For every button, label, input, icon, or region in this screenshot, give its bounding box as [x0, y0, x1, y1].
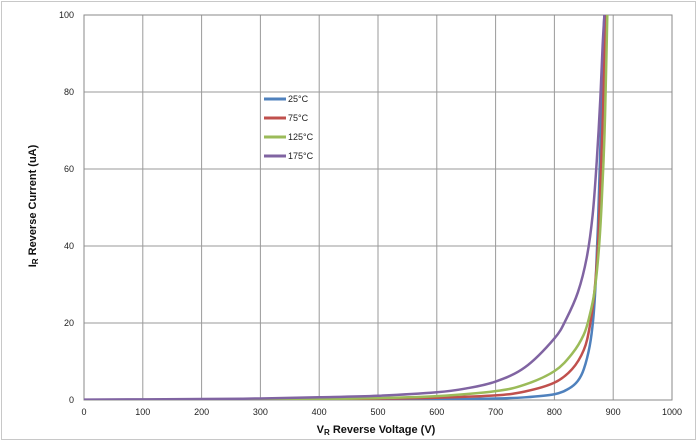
legend-label: 125°C — [288, 132, 314, 142]
x-tick-label: 100 — [135, 407, 150, 417]
legend: 25°C 75°C 125°C 175°C — [264, 94, 314, 161]
x-tick-labels: 0 100 200 300 400 500 600 700 800 900 1000 — [81, 407, 682, 417]
y-tick-label: 40 — [64, 241, 74, 251]
x-tick-label: 300 — [253, 407, 268, 417]
y-axis-title-subscript: R — [31, 258, 40, 264]
x-axis-title-rest: Reverse Voltage (V) — [330, 424, 436, 436]
y-axis-title-prefix: I — [27, 264, 39, 267]
x-tick-label: 500 — [370, 407, 385, 417]
series-line-175c — [84, 15, 606, 400]
series-line-25c — [84, 15, 606, 400]
gridlines — [83, 14, 673, 401]
x-tick-label: 600 — [429, 407, 444, 417]
legend-label: 25°C — [288, 94, 309, 104]
series-line-75c — [84, 15, 607, 400]
y-axis-title: IR Reverse Current (uA) — [27, 144, 40, 267]
series-line-125c — [84, 15, 609, 400]
y-tick-label: 100 — [59, 10, 74, 20]
x-tick-label: 1000 — [662, 407, 682, 417]
y-tick-labels: 0 20 40 60 80 100 — [59, 10, 74, 405]
x-tick-label: 700 — [488, 407, 503, 417]
y-tick-label: 80 — [64, 87, 74, 97]
x-tick-label: 400 — [312, 407, 327, 417]
x-tick-label: 0 — [81, 407, 86, 417]
x-tick-label: 900 — [606, 407, 621, 417]
y-tick-label: 60 — [64, 164, 74, 174]
y-tick-label: 0 — [69, 395, 74, 405]
x-axis-title: VR Reverse Voltage (V) — [317, 424, 436, 437]
y-axis-title-rest: Reverse Current (uA) — [27, 144, 39, 258]
legend-label: 75°C — [288, 113, 309, 123]
x-tick-label: 800 — [547, 407, 562, 417]
series-layer — [84, 15, 609, 400]
x-tick-label: 200 — [194, 407, 209, 417]
x-axis-title-subscript: R — [324, 428, 330, 437]
x-axis-title-prefix: V — [317, 424, 325, 436]
y-tick-label: 20 — [64, 318, 74, 328]
legend-label: 175°C — [288, 151, 314, 161]
